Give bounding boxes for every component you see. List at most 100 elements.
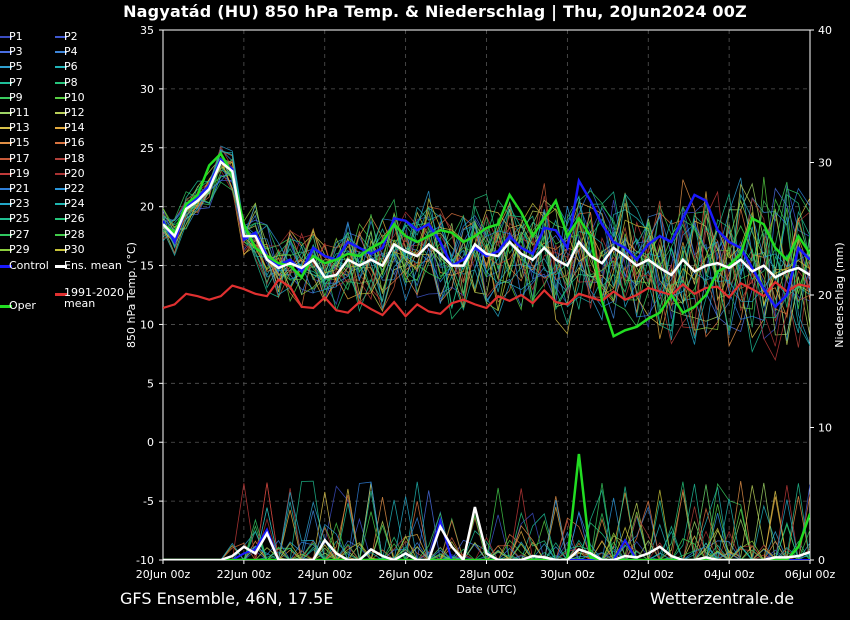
member-precip-line (163, 488, 810, 560)
legend-swatch (55, 127, 67, 130)
legend-swatch (0, 127, 12, 130)
y-tick-label: 20 (140, 201, 154, 214)
legend-swatch (0, 265, 12, 268)
legend-label: P13 (9, 121, 30, 135)
x-tick-label: 20Jun 00z (136, 568, 191, 581)
legend-label: P4 (64, 45, 78, 59)
x-tick-label: 02Jul 00z (623, 568, 674, 581)
member-precip-line (163, 517, 810, 560)
y2-tick-label: 20 (818, 289, 832, 302)
legend-swatch (0, 305, 12, 308)
member-precip-line (163, 489, 810, 560)
legend-label: P28 (64, 227, 85, 241)
legend-swatch (0, 142, 12, 145)
legend-label: P2 (64, 30, 78, 43)
legend-swatch (55, 248, 67, 251)
y-tick-label: 5 (147, 377, 154, 390)
legend-label: P23 (9, 197, 30, 211)
legend-swatch (0, 81, 12, 84)
ens-mean-temp-line (163, 159, 810, 279)
x-tick-label: 24Jun 00z (298, 568, 353, 581)
member-temp-line (163, 161, 810, 312)
legend-swatch (0, 218, 12, 221)
legend-label: P11 (9, 106, 30, 119)
x-axis-label: Date (UTC) (456, 583, 516, 596)
legend-swatch (55, 142, 67, 145)
y-tick-label: 0 (147, 436, 154, 449)
legend-swatch (55, 172, 67, 175)
y-tick-label: 35 (140, 24, 154, 37)
legend-swatch (55, 233, 67, 236)
x-tick-label: 06Jul 00z (785, 568, 836, 581)
ens-mean-precip-line (163, 506, 810, 560)
legend-label: P30 (64, 242, 85, 256)
legend-swatch (55, 96, 67, 99)
legend-swatch (55, 188, 67, 190)
legend-label: P17 (9, 151, 30, 165)
member-precip-line (163, 480, 810, 560)
member-precip-line (163, 494, 810, 560)
legend-label: P20 (64, 166, 85, 180)
x-tick-label: 26Jun 00z (378, 568, 433, 581)
legend-swatch (0, 51, 12, 54)
y-tick-label: -5 (143, 495, 154, 508)
member-temp-line (163, 148, 810, 321)
oper-temp-line (163, 151, 810, 338)
member-temp-line (163, 174, 810, 310)
legend-swatch (0, 112, 12, 114)
legend-swatch (55, 293, 67, 296)
member-temp-line (163, 181, 810, 331)
y-tick-label: 10 (140, 318, 154, 331)
legend-swatch (0, 172, 12, 175)
legend-label: P5 (9, 60, 23, 74)
legend-swatch (55, 157, 67, 160)
legend-label: Oper (9, 299, 36, 312)
legend-swatch (0, 157, 12, 160)
x-tick-label: 04Jul 00z (704, 568, 755, 581)
legend-label: P29 (9, 242, 30, 256)
y2-tick-label: 10 (818, 422, 832, 435)
legend-label: P9 (9, 90, 23, 104)
member-precip-line (163, 484, 810, 560)
member-precip-line (163, 485, 810, 560)
legend-label: P14 (64, 121, 85, 135)
legend-label: P22 (64, 182, 85, 195)
chart-title: Nagyatád (HU) 850 hPa Temp. & Niederschl… (123, 2, 747, 21)
legend-swatch (0, 36, 12, 38)
legend-label: P16 (64, 136, 85, 150)
member-temp-line (163, 150, 810, 320)
climate-mean-line (163, 278, 810, 318)
legend-label: P24 (64, 197, 85, 211)
member-precip-line (163, 487, 810, 560)
x-tick-label: 22Jun 00z (217, 568, 272, 581)
legend-swatch (55, 36, 67, 38)
legend-swatch (0, 66, 12, 69)
y2-tick-label: 30 (818, 157, 832, 170)
legend-label: P6 (64, 60, 78, 74)
y2-tick-label: 40 (818, 24, 832, 37)
legend-label: Control (9, 259, 49, 272)
member-precip-line (163, 482, 810, 560)
x-tick-label: 30Jun 00z (540, 568, 595, 581)
legend-label: P19 (9, 166, 30, 180)
member-precip-line (163, 482, 810, 560)
legend-label: Ens. mean (64, 259, 122, 272)
y2-tick-label: 0 (818, 554, 825, 567)
y2-axis-label: Niederschlag (mm) (833, 242, 846, 347)
legend-swatch (55, 112, 67, 114)
legend-label: P7 (9, 75, 23, 89)
model-info: GFS Ensemble, 46N, 17.5E (120, 589, 334, 608)
legend-label: P26 (64, 212, 85, 226)
x-tick-label: 28Jun 00z (459, 568, 514, 581)
y-tick-label: 30 (140, 83, 154, 96)
legend-label: 1991-2020 mean (64, 286, 124, 310)
legend-label: P21 (9, 182, 30, 195)
legend-swatch (55, 265, 67, 268)
legend-label: P18 (64, 151, 85, 165)
source-credit: Wetterzentrale.de (650, 589, 795, 608)
legend-swatch (55, 218, 67, 221)
legend-swatch (0, 203, 12, 206)
legend-label: P12 (64, 106, 85, 119)
legend-swatch (0, 233, 12, 236)
